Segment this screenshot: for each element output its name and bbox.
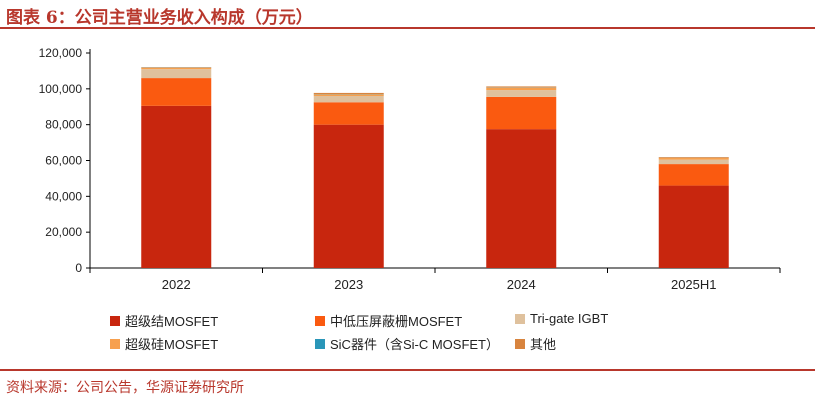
source-rule — [0, 369, 815, 371]
bar-segment — [313, 92, 384, 94]
legend-label: Tri-gate IGBT — [530, 311, 609, 326]
bar-segment — [141, 105, 212, 269]
bar-segment — [486, 86, 557, 88]
y-tick-label: 100,000 — [39, 82, 83, 96]
bar-segment — [313, 96, 384, 103]
bar-segment — [486, 96, 557, 130]
bar-segment — [486, 129, 557, 268]
legend-item: 中低压屏蔽栅MOSFET — [315, 311, 462, 330]
bar-segment — [658, 157, 729, 158]
legend-swatch — [110, 315, 120, 326]
legend-label: 超级硅MOSFET — [125, 337, 219, 352]
x-tick-label: 2023 — [334, 277, 363, 292]
title-rule — [0, 27, 815, 29]
legend-swatch — [515, 313, 525, 324]
bar-segment — [658, 159, 729, 165]
bar-segment — [313, 94, 384, 96]
legend-label: 超级结MOSFET — [125, 314, 219, 329]
bar-segment — [486, 87, 557, 91]
x-tick-label: 2022 — [162, 277, 191, 292]
legend-item: SiC器件（含Si-C MOSFET） — [315, 334, 499, 353]
bar-segment — [313, 124, 384, 269]
y-tick-label: 0 — [75, 261, 82, 275]
legend-label: 中低压屏蔽栅MOSFET — [330, 314, 463, 329]
y-tick-label: 40,000 — [45, 189, 82, 203]
legend-item: Tri-gate IGBT — [515, 311, 608, 326]
bar-segment — [658, 157, 729, 160]
y-tick-label: 120,000 — [39, 46, 83, 60]
stacked-bar-chart: 0 20,000 40,000 60,000 80,000 100,000 120,000 2… — [39, 46, 781, 292]
legend-item: 超级结MOSFET — [110, 311, 218, 330]
y-tick-label: 80,000 — [45, 118, 82, 132]
x-tick-label: 2025H1 — [671, 277, 717, 292]
bar-segment — [141, 69, 212, 79]
legend-item: 其他 — [515, 334, 556, 353]
legend-label: 其他 — [530, 337, 557, 352]
bar-segment — [486, 90, 557, 97]
legend-swatch — [315, 338, 325, 349]
bar-segment — [141, 78, 212, 106]
legend-swatch — [515, 338, 525, 349]
y-tick-label: 60,000 — [45, 154, 82, 168]
bar-segment — [141, 67, 212, 70]
legend-swatch — [315, 315, 325, 326]
legend-label: SiC器件（含Si-C MOSFET） — [330, 337, 500, 352]
chart-labels: 0 20,000 40,000 60,000 80,000 100,000 120,000 2… — [39, 46, 717, 292]
bar-segment — [658, 164, 729, 186]
bar-segment — [658, 185, 729, 268]
legend-swatch — [110, 338, 120, 349]
figure-title: 图表 6：公司主营业务收入构成（万元） — [6, 8, 313, 28]
x-tick-label: 2024 — [507, 277, 536, 292]
source-note: 资料来源：公司公告，华源证券研究所 — [6, 380, 244, 396]
legend-item: 超级硅MOSFET — [110, 334, 218, 353]
y-tick-label: 20,000 — [45, 225, 82, 239]
chart-bars — [141, 67, 729, 269]
bar-segment — [313, 102, 384, 125]
